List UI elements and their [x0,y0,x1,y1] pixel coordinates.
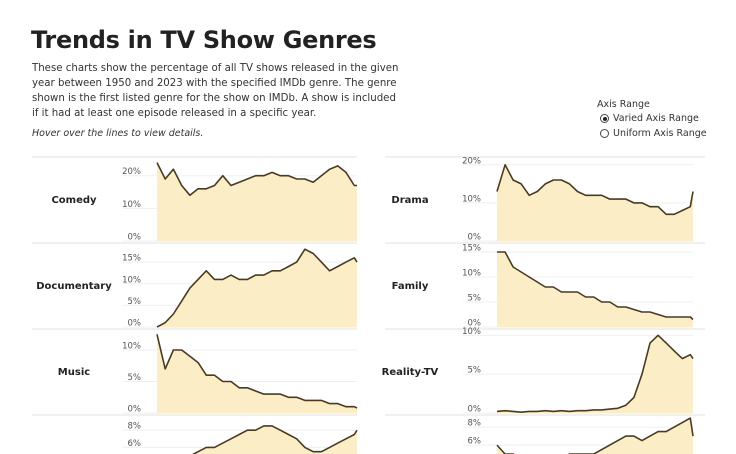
y-tick-label: 0% [468,319,482,329]
line [156,248,358,328]
area [497,418,693,454]
radio-button[interactable] [600,114,609,123]
y-tick-label: 20% [122,167,141,177]
y-tick-label: 10% [462,327,481,337]
radio-label[interactable]: Uniform Axis Range [613,128,707,139]
radio-option[interactable]: Uniform Axis Range [600,128,707,139]
genre-label: Family [392,281,429,292]
genre-label: Documentary [36,281,112,292]
y-tick-label: 15% [462,244,481,254]
y-tick-label: 6% [128,439,142,449]
y-tick-label: 10% [462,194,481,204]
line [496,334,694,413]
area [193,425,357,454]
line [496,164,694,216]
y-tick-label: 15% [122,254,141,264]
genre-label: Music [58,367,90,378]
y-tick-label: 6% [468,437,482,447]
line [156,334,358,409]
y-tick-label: 5% [128,373,142,383]
y-tick-label: 0% [128,319,142,329]
radio-label[interactable]: Varied Axis Range [613,113,699,124]
line [497,251,694,321]
genre-label: Reality-TV [382,367,439,378]
y-tick-label: 0% [128,233,142,243]
y-tick-label: 5% [468,294,482,304]
y-tick-label: 5% [468,366,482,376]
radio-option[interactable]: Varied Axis Range [600,113,699,124]
radio-button[interactable] [600,129,609,138]
y-tick-label: 0% [468,405,482,415]
line [156,162,357,197]
y-tick-label: 10% [122,342,141,352]
y-tick-label: 0% [468,233,482,243]
area [157,249,357,327]
line [191,425,358,454]
y-tick-label: 8% [468,419,482,429]
y-tick-label: 20% [462,156,481,166]
description: These charts show the percentage of all … [32,63,399,119]
y-tick-label: 0% [128,405,142,415]
area [497,252,693,327]
area [157,334,357,413]
y-tick-label: 8% [128,422,142,432]
hint: Hover over the lines to view details. [32,128,204,139]
line [496,417,694,454]
area [157,162,357,241]
genre-label: Comedy [51,195,97,206]
y-tick-label: 10% [122,275,141,285]
genre-label: Drama [391,195,428,206]
area [497,335,693,413]
y-tick-label: 10% [122,200,141,210]
page-title: Trends in TV Show Genres [31,26,377,54]
y-tick-label: 10% [462,269,481,279]
control-label: Axis Range [597,99,650,110]
y-tick-label: 5% [128,297,142,307]
